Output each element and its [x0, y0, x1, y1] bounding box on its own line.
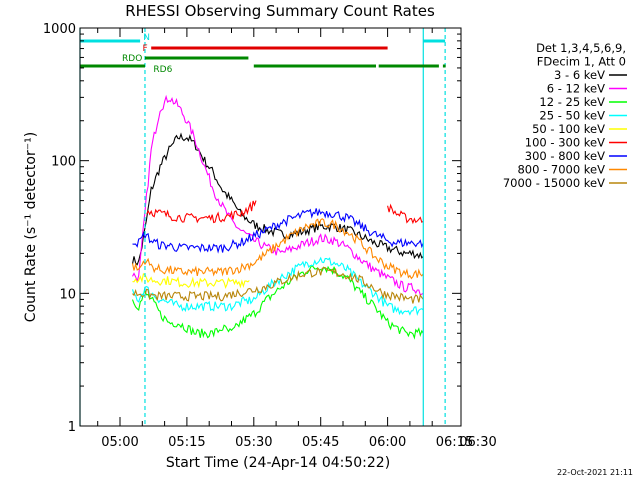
- vertical-lines-layer: [79, 28, 446, 426]
- series-line-2: [132, 94, 424, 296]
- series-line-3: [131, 264, 424, 340]
- x-tick-label: 06:30: [459, 435, 496, 450]
- legend-entry-label: 6 - 12 keV: [547, 82, 605, 96]
- series-line-1: [131, 132, 424, 266]
- x-tick-label: 05:00: [101, 435, 138, 450]
- legend-header-line: Det 1,3,4,5,6,9,: [536, 41, 626, 55]
- flag-label-n: N: [143, 33, 150, 43]
- legend-entry-label: 25 - 50 keV: [539, 109, 605, 123]
- series-line-9: [132, 267, 424, 304]
- y-axis: 1 10 100 1000: [43, 22, 461, 435]
- legend-entry-label: 50 - 100 keV: [532, 122, 605, 136]
- legend-entry-label: 300 - 800 keV: [525, 149, 605, 163]
- legend-entry-label: 12 - 25 keV: [539, 95, 605, 109]
- x-axis-label: Start Time (24-Apr-14 04:50:22): [166, 455, 390, 471]
- chart-title: RHESSI Observing Summary Count Rates: [125, 2, 435, 20]
- series-line-7: [132, 208, 424, 254]
- y-tick-label: 10: [59, 287, 76, 302]
- timestamp-footer: 22-Oct-2021 21:11: [557, 468, 633, 477]
- y-tick-label: 1000: [43, 22, 76, 37]
- y-tick-label: 1: [68, 420, 76, 435]
- series-line-5: [132, 273, 250, 289]
- flag-label-rdo: RDO: [122, 54, 142, 64]
- x-tick-label: 05:45: [302, 435, 339, 450]
- legend-entry-label: 100 - 300 keV: [525, 136, 605, 150]
- y-tick-label: 100: [51, 155, 76, 170]
- x-tick-label: 05:15: [168, 435, 205, 450]
- legend-header-line: FDecim 1, Att 0: [537, 55, 626, 69]
- y-axis-label: Count Rate (s⁻¹ detector⁻¹): [23, 132, 39, 322]
- series-line-6: [146, 200, 424, 225]
- series-line-4: [131, 256, 424, 316]
- legend: Det 1,3,4,5,6,9,FDecim 1, Att 03 - 6 keV…: [503, 41, 627, 190]
- plot-frame: [79, 27, 462, 427]
- x-tick-label: 05:30: [235, 435, 272, 450]
- series-layer: [131, 94, 424, 340]
- legend-entry-label: 3 - 6 keV: [554, 68, 605, 82]
- legend-entry-label: 800 - 7000 keV: [517, 163, 605, 177]
- flag-label-f: F: [143, 44, 148, 54]
- series-line-8: [131, 218, 424, 280]
- flag-label-rd6: RD6: [153, 65, 172, 75]
- legend-entry-label: 7000 - 15000 keV: [503, 176, 605, 190]
- x-tick-label: 06:00: [369, 435, 406, 450]
- x-tick-label: 06:15: [436, 435, 473, 450]
